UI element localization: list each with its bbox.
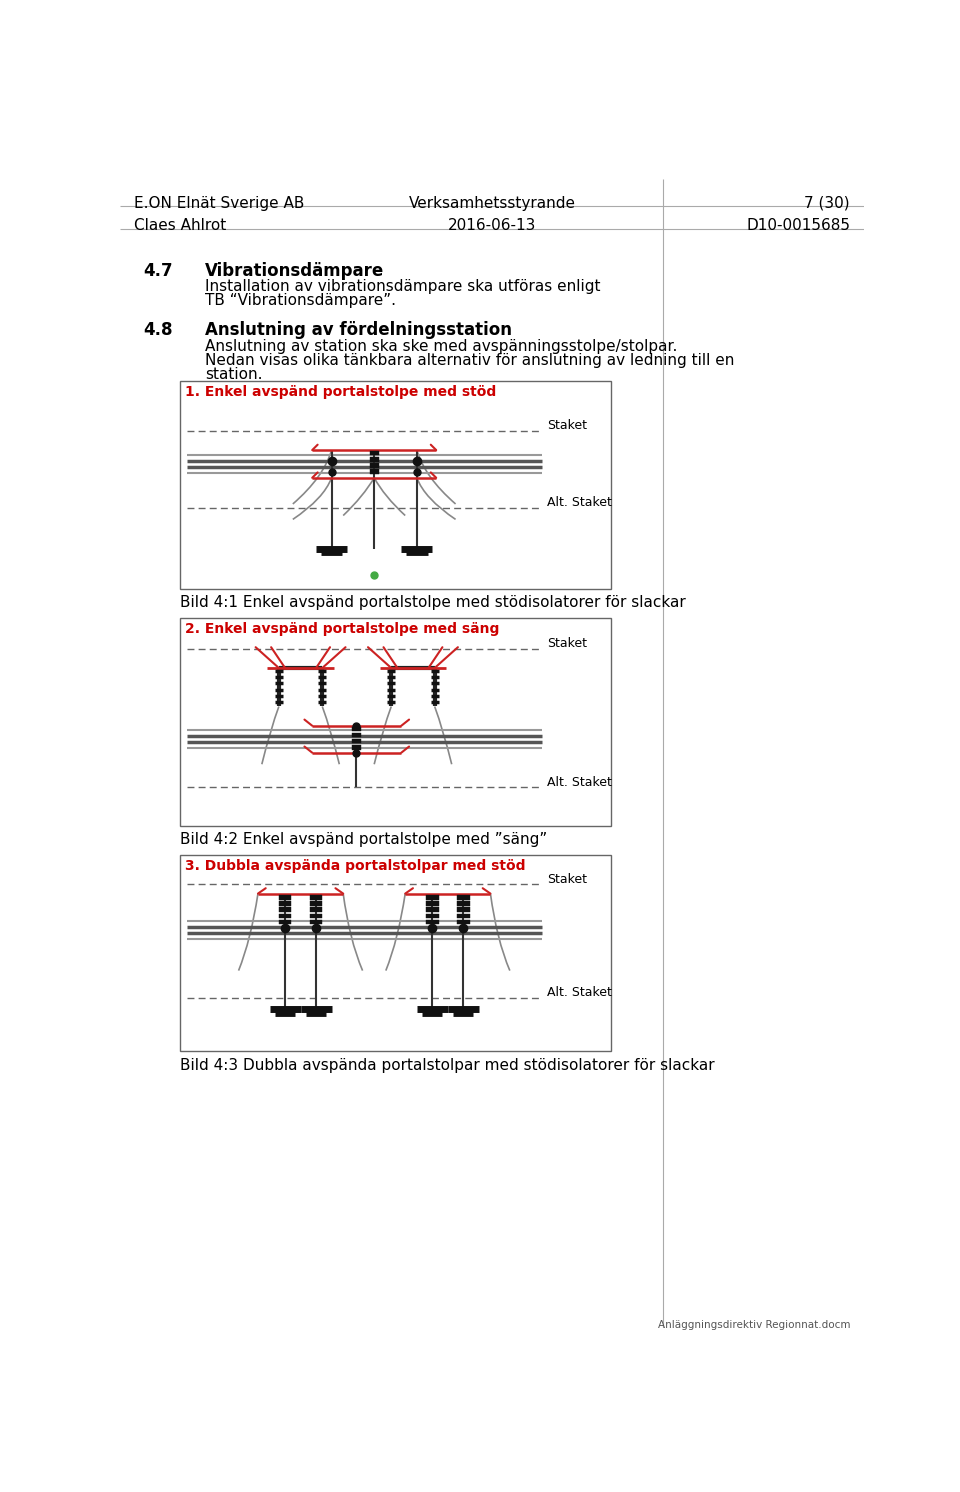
Bar [370, 470, 379, 474]
Bar [457, 901, 469, 906]
Bar [278, 919, 291, 925]
Bar [370, 463, 379, 468]
Text: Alt. Staket: Alt. Staket [547, 776, 612, 789]
Bar [426, 907, 439, 912]
Bar [426, 901, 439, 906]
Bar [180, 380, 611, 589]
Bar [426, 919, 439, 925]
Text: Anläggningsdirektiv Regionnat.docm: Anläggningsdirektiv Regionnat.docm [658, 1320, 850, 1331]
Text: Staket: Staket [547, 873, 587, 886]
Text: 2. Enkel avspänd portalstolpe med säng: 2. Enkel avspänd portalstolpe med säng [185, 622, 499, 636]
Bar [278, 895, 291, 900]
Bar [180, 855, 611, 1052]
Bar [180, 618, 611, 827]
Text: E.ON Elnät Sverige AB: E.ON Elnät Sverige AB [134, 195, 304, 210]
Bar [310, 895, 323, 900]
Bar [278, 901, 291, 906]
Text: Vibrationsdämpare: Vibrationsdämpare [205, 263, 385, 280]
Text: TB “Vibrationsdämpare”.: TB “Vibrationsdämpare”. [205, 292, 396, 307]
Bar [457, 913, 469, 918]
Text: 3. Dubbla avspända portalstolpar med stöd: 3. Dubbla avspända portalstolpar med stö… [185, 859, 526, 873]
Text: 7 (30): 7 (30) [804, 195, 850, 210]
Text: Verksamhetsstyrande: Verksamhetsstyrande [409, 195, 575, 210]
Text: Claes Ahlrot: Claes Ahlrot [134, 218, 227, 233]
Text: Bild 4:1 Enkel avspänd portalstolpe med stödisolatorer för slackar: Bild 4:1 Enkel avspänd portalstolpe med … [180, 595, 686, 610]
Bar [351, 739, 361, 743]
Bar [457, 895, 469, 900]
Text: Installation av vibrationsdämpare ska utföras enligt: Installation av vibrationsdämpare ska ut… [205, 279, 601, 294]
Text: 4.7: 4.7 [143, 263, 173, 280]
Text: D10-0015685: D10-0015685 [746, 218, 850, 233]
Text: Anslutning av station ska ske med avspänningsstolpe/stolpar.: Anslutning av station ska ske med avspän… [205, 339, 678, 354]
Text: 4.8: 4.8 [143, 321, 173, 340]
Text: 1. Enkel avspänd portalstolpe med stöd: 1. Enkel avspänd portalstolpe med stöd [185, 385, 496, 398]
Bar [351, 727, 361, 731]
Bar [310, 901, 323, 906]
Text: 2016-06-13: 2016-06-13 [447, 218, 537, 233]
Text: station.: station. [205, 367, 263, 382]
Bar [370, 457, 379, 461]
Text: Bild 4:3 Dubbla avspända portalstolpar med stödisolatorer för slackar: Bild 4:3 Dubbla avspända portalstolpar m… [180, 1058, 715, 1073]
Text: Bild 4:2 Enkel avspänd portalstolpe med ”säng”: Bild 4:2 Enkel avspänd portalstolpe med … [180, 833, 548, 847]
Bar [457, 907, 469, 912]
Text: Staket: Staket [547, 419, 587, 433]
Bar [426, 895, 439, 900]
Bar [310, 913, 323, 918]
Bar [278, 913, 291, 918]
Text: Nedan visas olika tänkbara alternativ för anslutning av ledning till en: Nedan visas olika tänkbara alternativ fö… [205, 354, 734, 369]
Bar [426, 913, 439, 918]
Bar [310, 907, 323, 912]
Bar [351, 733, 361, 737]
Text: Anslutning av fördelningsstation: Anslutning av fördelningsstation [205, 321, 513, 340]
Text: Alt. Staket: Alt. Staket [547, 986, 612, 1000]
Bar [310, 919, 323, 925]
Text: Staket: Staket [547, 637, 587, 651]
Bar [370, 451, 379, 455]
Bar [278, 907, 291, 912]
Bar [457, 919, 469, 925]
Bar [351, 745, 361, 749]
Text: Alt. Staket: Alt. Staket [547, 497, 612, 509]
